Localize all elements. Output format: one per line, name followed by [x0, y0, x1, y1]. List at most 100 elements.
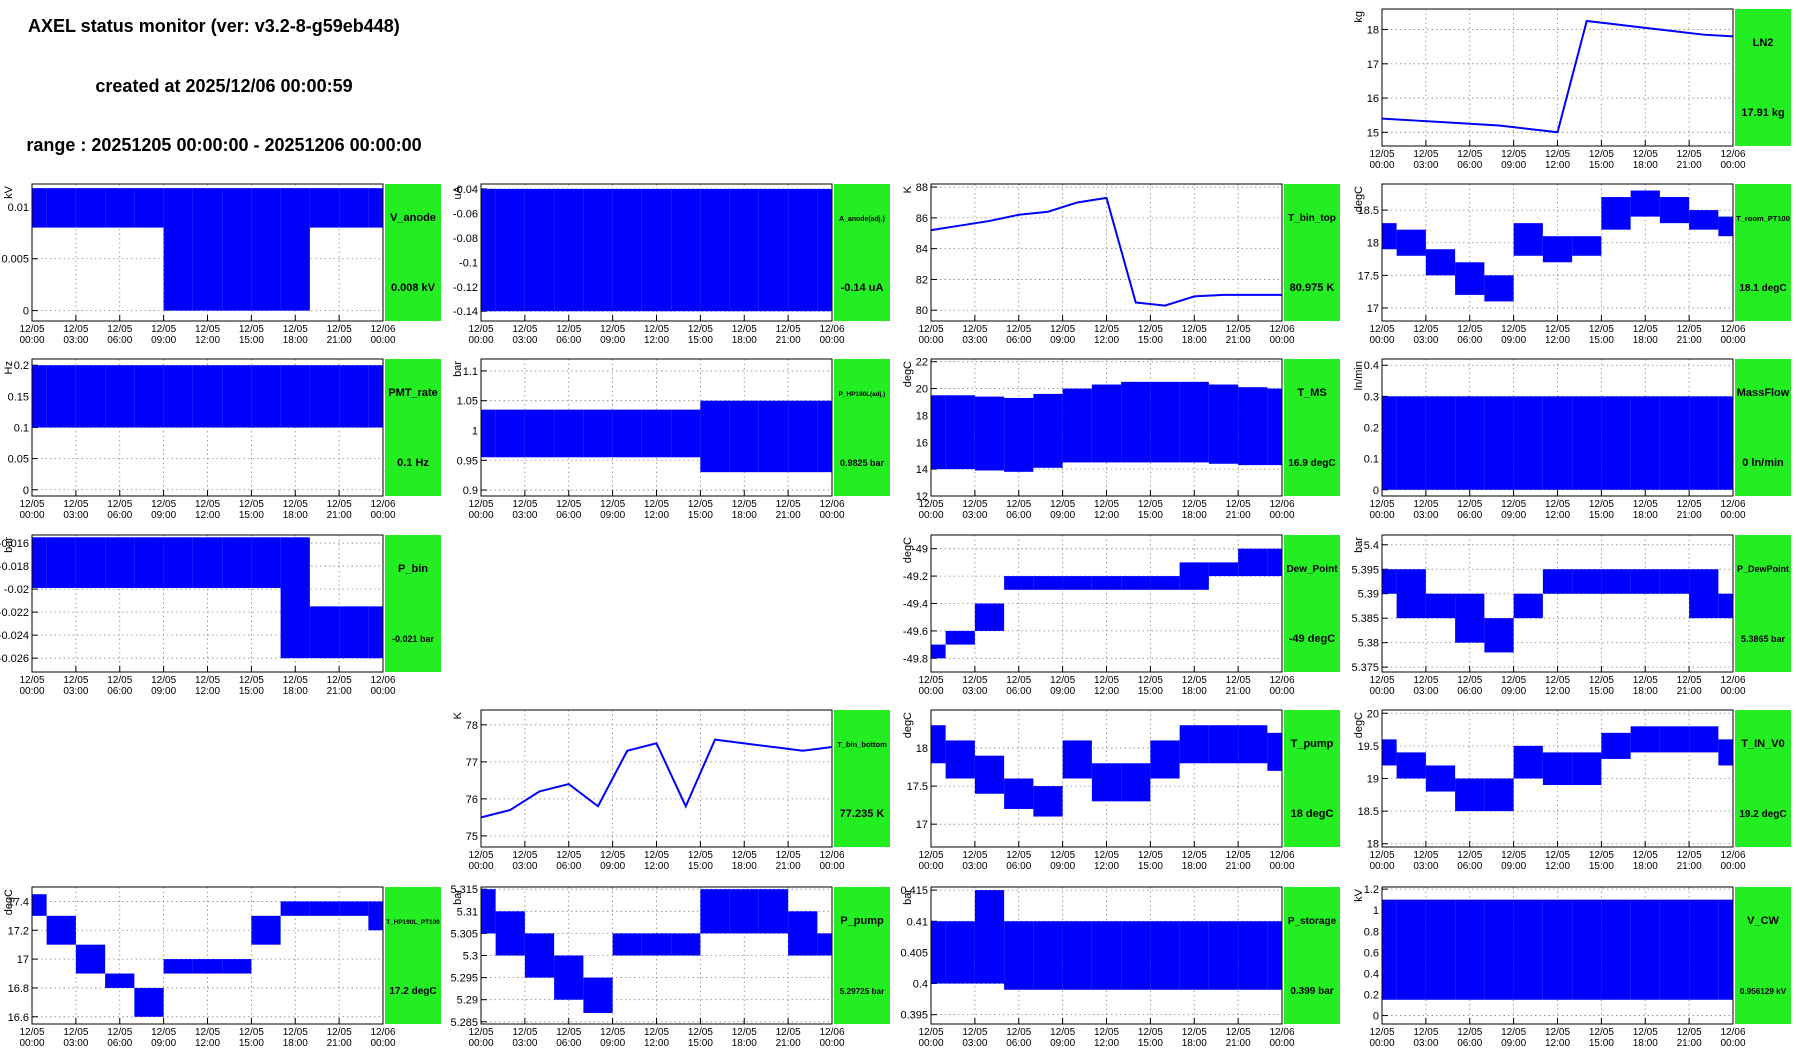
y-tick-label: 0.6 — [1364, 947, 1379, 959]
x-tick-label-line: 00:00 — [1369, 686, 1394, 697]
band-segment — [75, 944, 106, 974]
band-segment — [222, 537, 252, 588]
y-tick-label: 18 — [916, 743, 928, 755]
band-segment — [163, 365, 193, 428]
x-tick-label-line: 12:00 — [1545, 335, 1570, 346]
band-segment — [1004, 921, 1034, 990]
x-tick-label: 12/05 18:00 — [1633, 499, 1658, 521]
x-tick-label-line: 12/05 — [1633, 1027, 1658, 1038]
x-tick-label: 12/05 00:00 — [19, 324, 44, 346]
x-tick-label-line: 12/05 — [918, 324, 943, 335]
data-group — [1382, 396, 1733, 490]
x-tick-label-line: 12/05 — [1589, 675, 1614, 686]
x-tick-label-line: 00:00 — [19, 335, 44, 346]
x-tick-label-line: 12/05 — [63, 499, 88, 510]
x-tick-label-line: 12/05 — [1226, 499, 1251, 510]
x-tick-label: 12/05 15:00 — [1138, 1027, 1163, 1049]
x-tick-label: 12/05 00:00 — [468, 850, 493, 872]
band-segment — [280, 365, 310, 428]
x-tick-label: 12/05 06:00 — [1457, 149, 1482, 171]
x-tick-label: 12/05 09:00 — [1501, 675, 1526, 697]
x-tick-label-line: 15:00 — [1138, 510, 1163, 521]
band-segment — [1542, 899, 1573, 1000]
band-segment — [1121, 576, 1151, 590]
band-segment — [1179, 381, 1209, 463]
x-tick-label-line: 12/05 — [1369, 1027, 1394, 1038]
y-tick-label: 0 — [1373, 1011, 1379, 1023]
x-tick-label-line: 12/05 — [1633, 324, 1658, 335]
y-axis-label: degC — [1353, 712, 1365, 738]
status-reading: 18 degC — [1291, 808, 1334, 820]
x-tick-label-line: 03:00 — [512, 510, 537, 521]
x-tick-label: 12/05 09:00 — [600, 850, 625, 872]
band-segment — [931, 725, 946, 764]
x-tick-label-line: 09:00 — [1050, 686, 1075, 697]
band-segment — [1455, 778, 1485, 812]
x-tick-label: 12/05 18:00 — [1633, 850, 1658, 872]
band-segment — [495, 911, 525, 956]
band-segment — [1659, 899, 1690, 1000]
x-tick-label: 12/05 12:00 — [1094, 1027, 1119, 1049]
status-box — [1284, 359, 1340, 496]
x-tick-label-line: 12/05 — [1457, 324, 1482, 335]
x-tick-label: 12/05 21:00 — [776, 1027, 801, 1049]
time-range: range : 20251205 00:00:00 - 20251206 00:… — [26, 135, 421, 155]
data-group — [481, 400, 832, 473]
band-segment — [1396, 229, 1426, 256]
x-tick-label-line: 00:00 — [1369, 510, 1394, 521]
x-tick-label-line: 12/05 — [1633, 499, 1658, 510]
x-tick-label-line: 12:00 — [195, 510, 220, 521]
band-segment — [1689, 210, 1719, 230]
x-tick-label: 12/05 00:00 — [1369, 675, 1394, 697]
x-tick-label: 12/05 09:00 — [151, 1027, 176, 1049]
y-tick-label: 22 — [916, 357, 928, 369]
status-box — [385, 359, 441, 496]
x-tick-label: 12/05 21:00 — [1226, 850, 1251, 872]
x-tick-label: 12/05 15:00 — [1138, 675, 1163, 697]
data-group — [931, 890, 1282, 990]
y-tick-label: -49.2 — [903, 571, 928, 583]
x-tick-label-line: 12/05 — [283, 324, 308, 335]
x-tick-label: 12/05 21:00 — [1677, 499, 1702, 521]
x-tick-label: 12/05 15:00 — [1589, 149, 1614, 171]
y-tick-label: 19 — [1367, 774, 1379, 786]
x-tick-label-line: 21:00 — [1677, 861, 1702, 872]
x-tick-label-line: 09:00 — [600, 861, 625, 872]
status-name: LN2 — [1753, 37, 1774, 49]
x-tick-label-line: 12/06 — [1269, 499, 1294, 510]
x-tick-label-line: 12:00 — [644, 861, 669, 872]
x-tick-label: 12/05 03:00 — [962, 1027, 987, 1049]
x-tick-label: 12/05 00:00 — [1369, 1027, 1394, 1049]
band-segment — [46, 365, 76, 428]
x-tick-label-line: 03:00 — [962, 1038, 987, 1049]
x-tick-label: 12/05 12:00 — [644, 324, 669, 346]
x-tick-label-line: 12/05 — [195, 499, 220, 510]
data-group — [32, 894, 383, 1017]
band-segment — [368, 188, 383, 228]
data-group — [32, 537, 383, 659]
x-tick-label-line: 12/05 — [1633, 675, 1658, 686]
x-tick-label-line: 12/06 — [1720, 149, 1745, 160]
x-tick-label-line: 12:00 — [1094, 686, 1119, 697]
band-segment — [671, 409, 701, 458]
x-tick-label-line: 12/05 — [1589, 1027, 1614, 1038]
x-tick-label-line: 09:00 — [600, 510, 625, 521]
status-reading: 0.956129 kV — [1740, 987, 1787, 996]
status-box — [1735, 710, 1791, 847]
plot-frame — [1381, 534, 1734, 673]
x-tick-label-line: 12/05 — [732, 499, 757, 510]
x-tick-label-line: 12/05 — [107, 675, 132, 686]
band-segment — [931, 921, 946, 984]
x-tick-label: 12/05 06:00 — [1457, 324, 1482, 346]
y-tick-label: 5.3 — [463, 951, 478, 963]
y-tick-label: 0.3 — [1364, 391, 1379, 403]
x-tick-label: 12/05 06:00 — [556, 1027, 581, 1049]
x-tick-label-line: 06:00 — [1457, 1038, 1482, 1049]
x-tick-label-line: 18:00 — [1182, 861, 1207, 872]
band-segment — [554, 188, 584, 312]
band-segment — [1267, 732, 1282, 771]
